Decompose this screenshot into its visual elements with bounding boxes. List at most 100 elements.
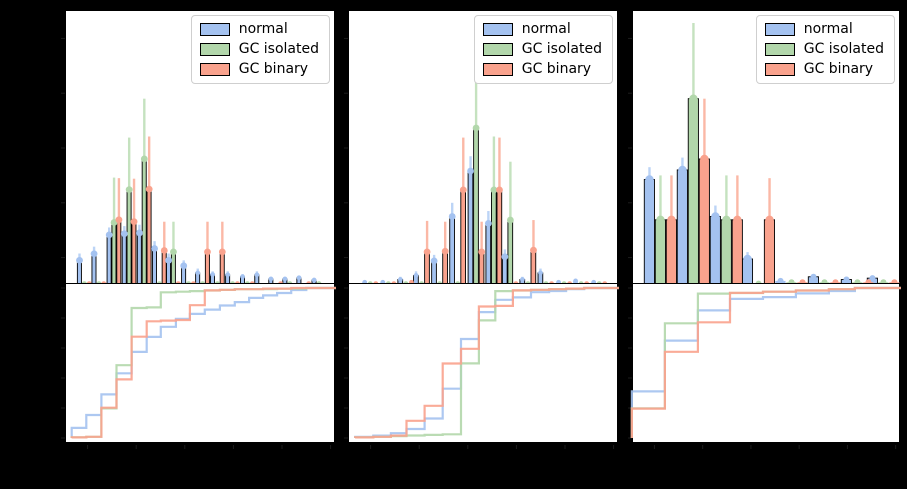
legend-item-normal: normal (764, 21, 884, 37)
histogram-bar (442, 250, 448, 286)
histogram-bar (467, 170, 474, 286)
cdf-axes-2 (344, 283, 619, 449)
histogram-bar (111, 222, 117, 286)
marker-dot (204, 248, 211, 256)
histogram-bar (146, 188, 152, 286)
marker-dot (268, 276, 274, 282)
marker-dot (180, 262, 188, 270)
histogram-bar (665, 219, 677, 286)
marker-dot (115, 216, 123, 224)
marker-dot (225, 272, 231, 278)
marker-dot (448, 213, 456, 220)
gc-isolated-swatch-icon (482, 43, 513, 56)
marker-dot (76, 256, 83, 264)
marker-dot (151, 245, 158, 252)
cdf-axes-3 (628, 283, 901, 449)
marker-dot (743, 254, 752, 264)
marker-dot (496, 186, 503, 194)
marker-dot (530, 246, 537, 254)
histogram-bar (643, 179, 655, 286)
histogram-bar (219, 251, 225, 286)
histogram-bar (496, 189, 503, 286)
marker-dot (145, 185, 153, 193)
histogram-bar (106, 234, 112, 286)
histogram-bar (151, 248, 157, 286)
histogram-bar (136, 232, 142, 286)
histogram-bars (643, 98, 900, 286)
marker-dot (125, 186, 133, 194)
gc-binary-swatch-icon (482, 63, 513, 76)
histogram-bar (478, 251, 485, 286)
histogram-bar (485, 222, 492, 286)
legend-item-gc-binary: GC binary (199, 62, 319, 77)
normal-swatch-icon (482, 23, 513, 36)
marker-dot (423, 248, 431, 256)
histogram-axes-2: normal GC isolated GC binary (344, 10, 618, 287)
marker-dot (430, 257, 438, 265)
histogram-bar (654, 219, 666, 286)
legend-item-gc-binary: GC binary (764, 62, 884, 77)
histogram-bar (720, 219, 732, 286)
marker-dot (413, 273, 419, 278)
legend-item-gc-isolated: GC isolated (482, 42, 602, 57)
marker-dot (678, 165, 687, 175)
legend-label-normal: normal (803, 21, 853, 37)
gc-binary-swatch-icon (764, 63, 795, 76)
histogram-bar (473, 127, 479, 286)
histogram-bar (126, 189, 132, 286)
normal-swatch-icon (764, 23, 795, 36)
histogram-bar (507, 219, 514, 286)
marker-dot (130, 218, 138, 226)
marker-dot (573, 278, 578, 284)
histogram-bars (362, 127, 608, 286)
cdf-line-gc_isolated (630, 286, 901, 438)
cdf-plot-1 (61, 286, 336, 449)
histogram-bar (687, 98, 699, 286)
marker-dot (195, 270, 201, 276)
histogram-axes-3: normal GC isolated GC binary (628, 10, 900, 287)
histogram-bar (530, 249, 537, 286)
marker-dot (240, 274, 245, 280)
marker-dot (105, 231, 113, 239)
marker-dot (459, 186, 467, 194)
histogram-bar (424, 251, 430, 286)
marker-dot (160, 247, 168, 254)
cdf-line-normal (70, 286, 336, 438)
marker-dot (869, 275, 876, 282)
marker-dot (218, 248, 226, 256)
marker-dot (478, 248, 486, 256)
legend-label-gc-isolated: GC isolated (238, 41, 319, 57)
legend-item-normal: normal (482, 21, 602, 37)
marker-dot (140, 155, 148, 163)
marker-dot (165, 256, 172, 264)
marker-dot (777, 277, 784, 284)
histogram-bar (166, 259, 171, 286)
marker-dot (90, 250, 98, 258)
cdf-line-normal (630, 286, 901, 438)
histogram-bar (170, 251, 176, 286)
histogram-bar (431, 260, 437, 286)
marker-dot (210, 272, 216, 277)
histogram-bar (76, 259, 82, 286)
marker-dot (311, 277, 317, 283)
legend-label-normal: normal (238, 21, 288, 37)
marker-dot (254, 272, 260, 278)
cdf-line-gc_isolated (354, 286, 619, 439)
marker-dot (700, 154, 709, 164)
normal-swatch-icon (199, 23, 230, 36)
legend-3: normal GC isolated GC binary (755, 15, 895, 84)
histogram-plot-3 (628, 23, 900, 287)
cdf-plot-3 (628, 286, 901, 449)
legend-item-gc-binary: GC binary (482, 62, 602, 77)
cdf-plot-2 (344, 286, 619, 449)
marker-dots (362, 124, 608, 287)
histogram-bar (460, 189, 466, 286)
cdf-line-gc_binary (354, 286, 619, 439)
histogram-bar (709, 216, 721, 286)
legend-label-normal: normal (521, 21, 571, 37)
histogram-bar (676, 169, 688, 286)
marker-dot (501, 253, 509, 261)
histogram-bar (501, 256, 508, 286)
marker-dot (843, 276, 850, 283)
cdf-line-gc_binary (630, 286, 901, 438)
